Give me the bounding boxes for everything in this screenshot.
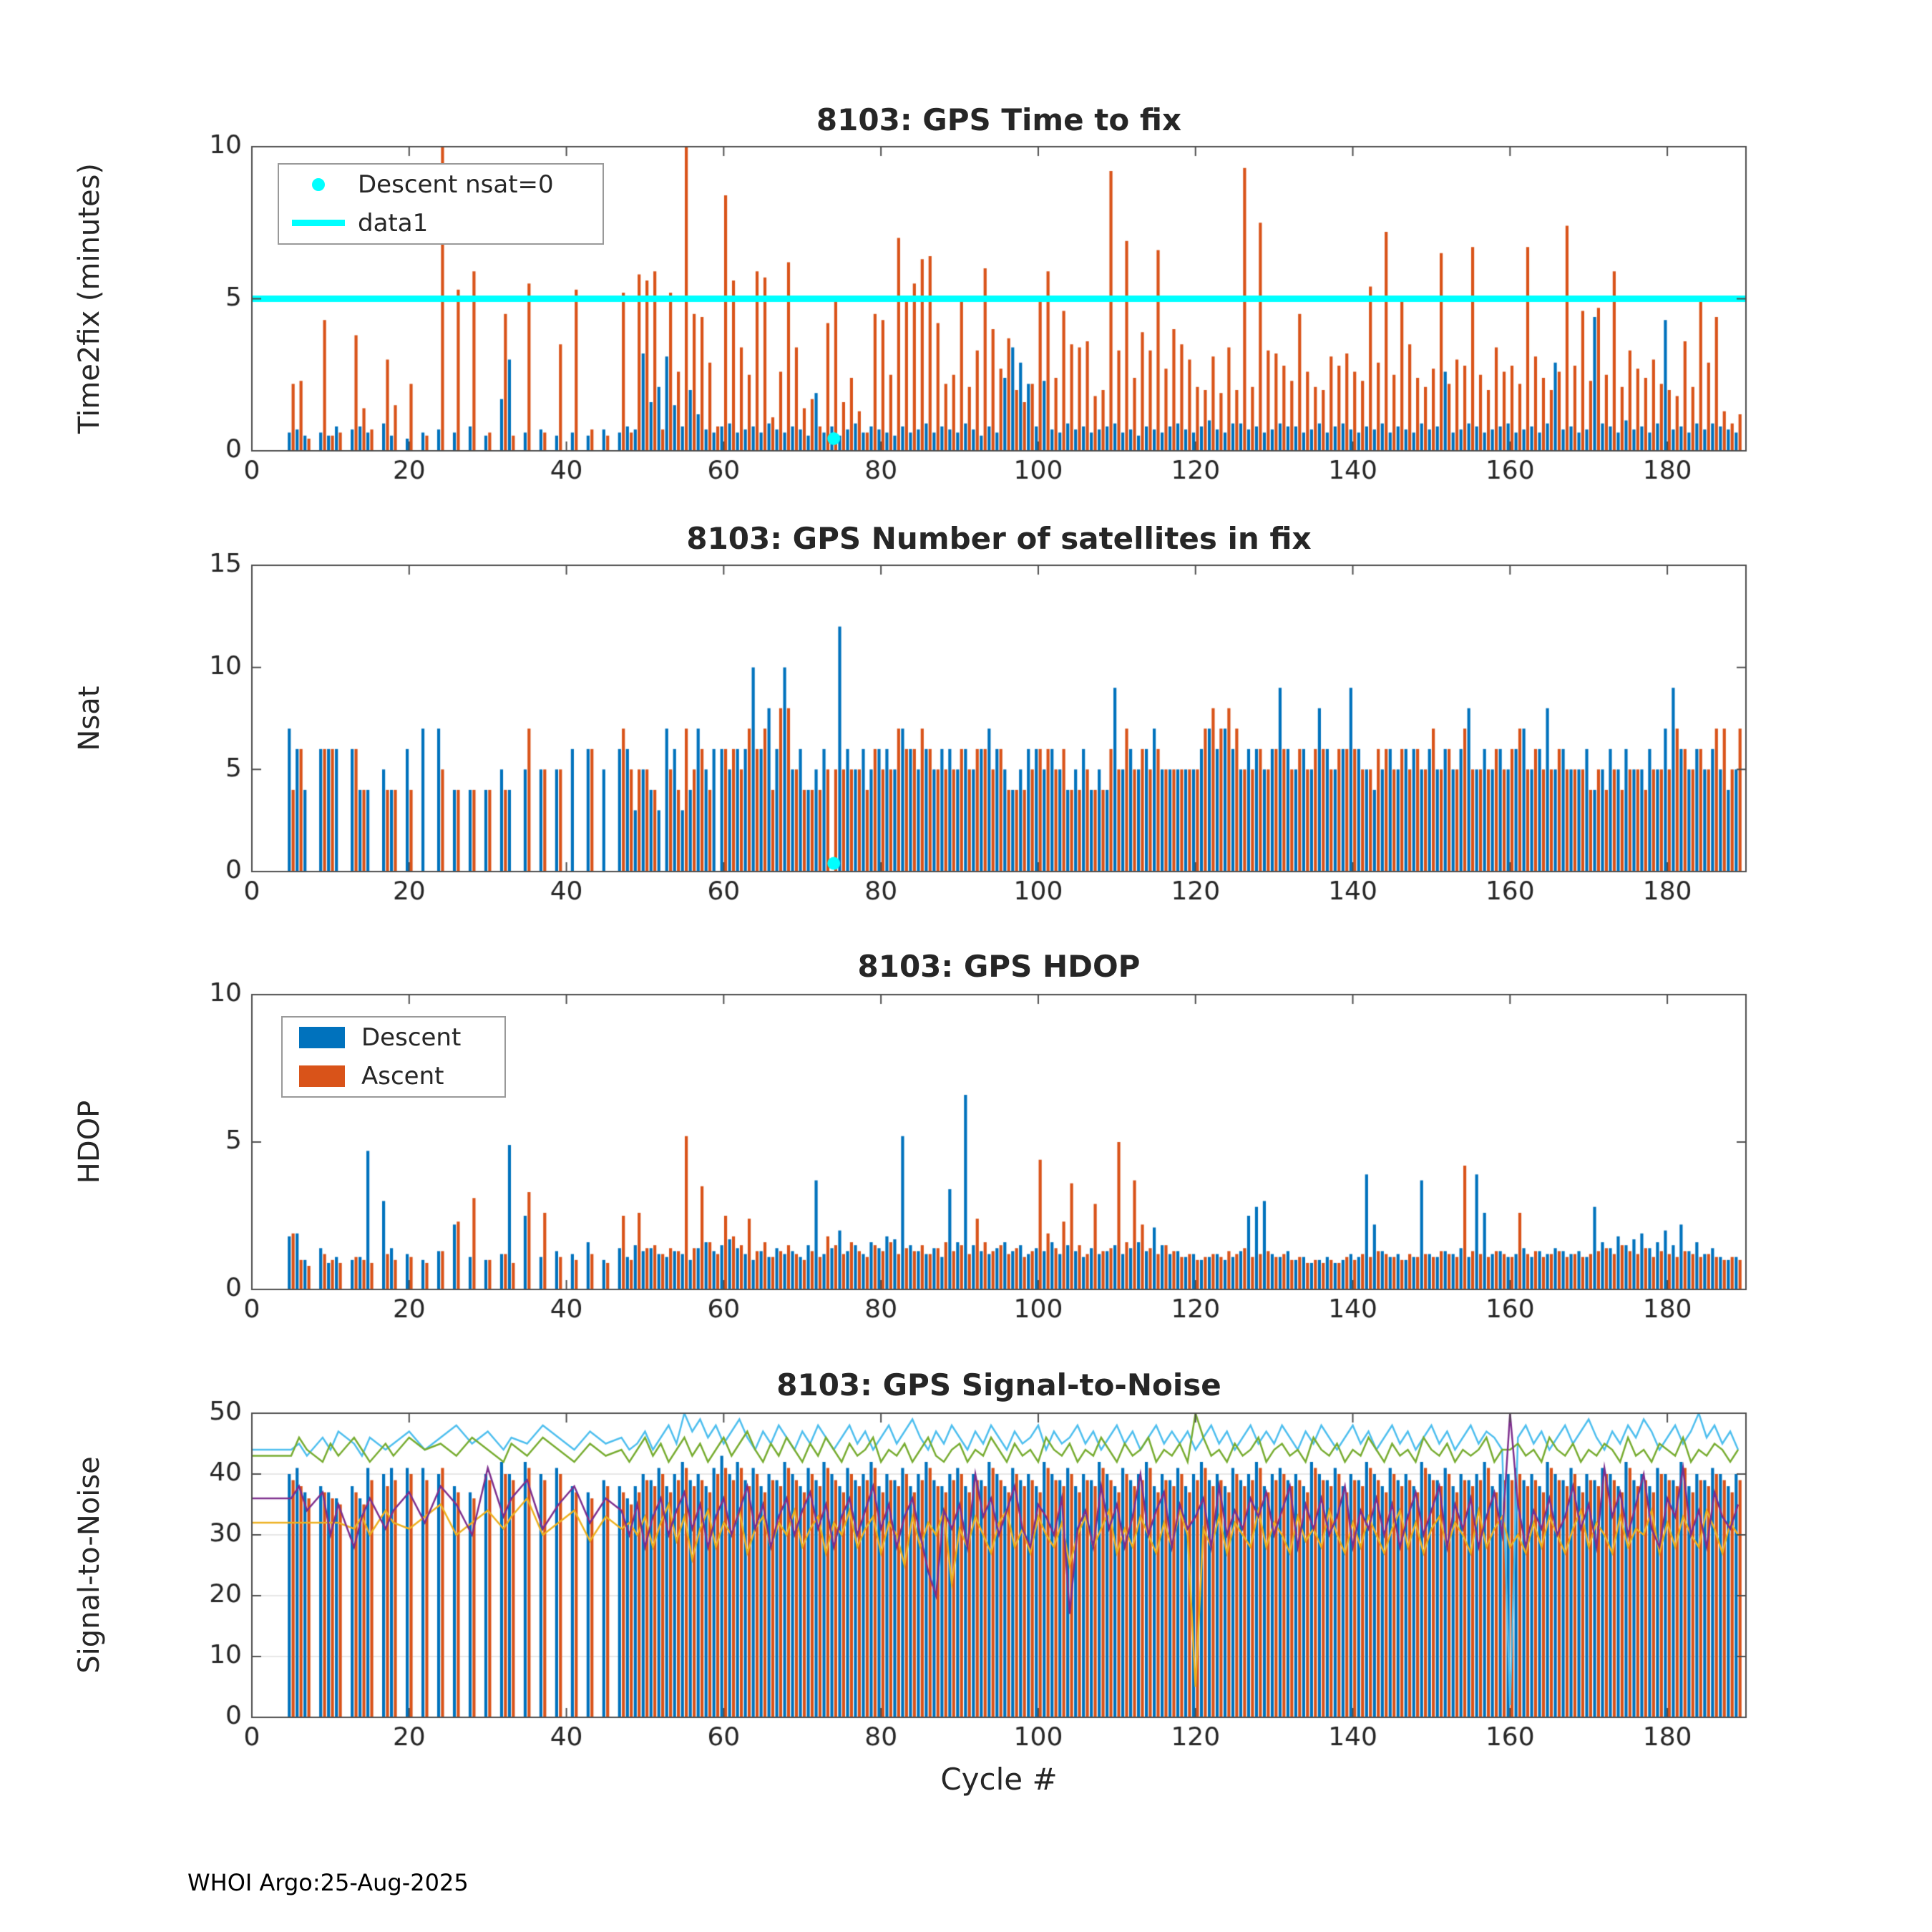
legend-swatch-col [283,1065,361,1087]
chart3-ylabel: HDOP [73,1100,106,1184]
descent-bar-icon [299,1027,345,1049]
chart2-title: 8103: GPS Number of satellites in fix [686,521,1312,556]
chart1-title: 8103: GPS Time to fix [816,102,1182,137]
legend-label-descent: Descent [361,1023,462,1053]
legend-hdop: Descent Ascent [281,1016,506,1098]
x-axis-label: Cycle # [940,1762,1058,1797]
legend-item-descent-nsat0: Descent nsat=0 [279,167,602,203]
data1-line-icon [292,220,345,227]
chart3-title: 8103: GPS HDOP [857,949,1141,984]
chart4-ylabel: Signal-to-Noise [73,1456,106,1674]
legend-swatch-col [279,220,358,227]
legend-label-data1: data1 [358,208,429,238]
chart2-ylabel: Nsat [73,686,106,751]
legend-item-ascent: Ascent [283,1058,504,1094]
figure-footer: WHOI Argo:25-Aug-2025 [187,1869,469,1896]
legend-label-ascent: Ascent [361,1061,444,1091]
legend-item-descent: Descent [283,1020,504,1055]
legend-time-to-fix: Descent nsat=0 data1 [278,163,604,245]
legend-swatch-col [279,178,358,192]
chart1-ylabel: Time2fix (minutes) [73,162,106,434]
legend-label-descent-nsat0: Descent nsat=0 [358,170,554,200]
legend-item-data1: data1 [279,205,602,241]
descent-nsat0-marker-icon [312,178,325,192]
ascent-bar-icon [299,1065,345,1087]
legend-swatch-col [283,1027,361,1049]
chart4-title: 8103: GPS Signal-to-Noise [776,1367,1221,1402]
